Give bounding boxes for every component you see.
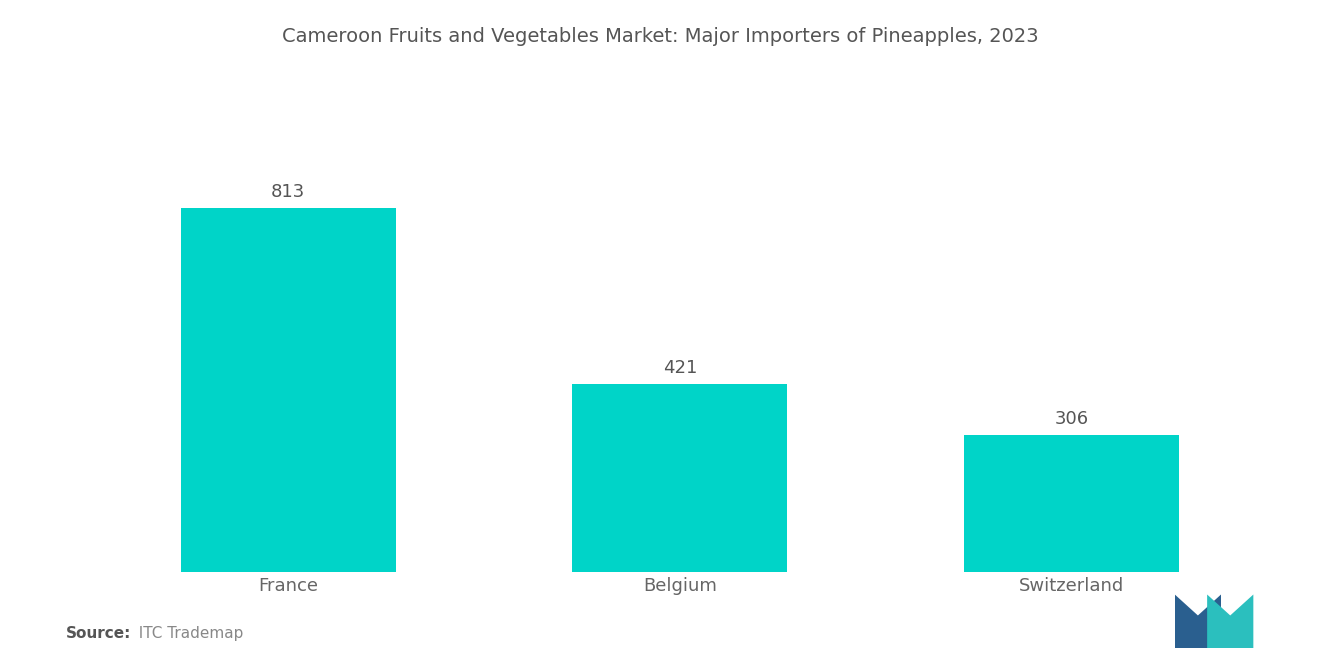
Bar [181, 208, 396, 572]
Text: Source:: Source: [66, 626, 132, 642]
Bar [572, 384, 788, 572]
Text: ITC Trademap: ITC Trademap [129, 626, 244, 642]
Polygon shape [1175, 595, 1221, 648]
Text: 421: 421 [663, 359, 697, 377]
Polygon shape [1206, 595, 1254, 648]
Text: 306: 306 [1055, 410, 1089, 428]
Text: 813: 813 [271, 184, 305, 201]
Text: Cameroon Fruits and Vegetables Market: Major Importers of Pineapples, 2023: Cameroon Fruits and Vegetables Market: M… [281, 27, 1039, 46]
Bar [964, 435, 1179, 572]
